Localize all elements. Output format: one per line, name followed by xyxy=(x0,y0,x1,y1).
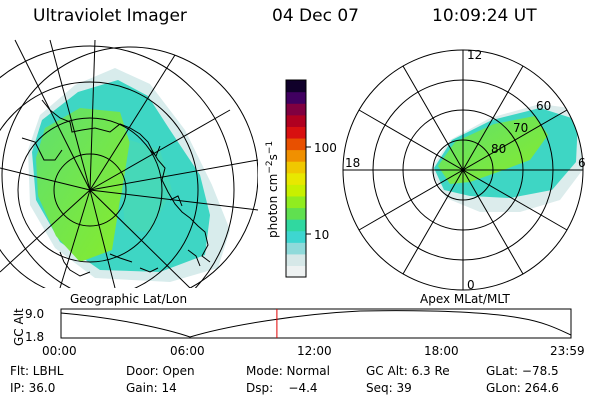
lat-label-70: 70 xyxy=(513,121,528,135)
status-door: Door: Open xyxy=(126,364,195,378)
colorbar-band xyxy=(286,103,306,116)
colorbar-band xyxy=(286,242,306,255)
aurora-image-geographic xyxy=(28,68,230,282)
colorbar-band xyxy=(286,195,306,209)
colorbar-tick-10: 10 xyxy=(314,228,330,242)
timeline-x-tick-1200: 12:00 xyxy=(297,344,332,358)
magnetic-caption: Apex MLat/MLT xyxy=(420,292,510,306)
geographic-caption: Geographic Lat/Lon xyxy=(70,292,187,306)
timeline-x-tick-0600: 06:00 xyxy=(170,344,205,358)
altitude-curve xyxy=(60,310,572,338)
colorbar-band xyxy=(286,137,306,151)
geographic-panel xyxy=(0,39,258,288)
geographic-grid xyxy=(0,39,258,288)
status-mode: Mode: Normal xyxy=(246,364,330,378)
observation-time: 10:09:24 UT xyxy=(432,6,537,26)
status-glon: GLon: 264.6 xyxy=(486,381,559,395)
mlt-label-dawn: 6 xyxy=(578,156,586,170)
instrument-title: Ultraviolet Imager xyxy=(33,6,187,26)
timeline-x-tick-2359: 23:59 xyxy=(550,344,585,358)
colorbar-band xyxy=(286,219,306,232)
colorbar xyxy=(286,80,311,278)
timeline-frame xyxy=(60,308,572,339)
mlt-label-midnight: 0 xyxy=(467,278,475,292)
lat-label-80: 80 xyxy=(491,142,506,156)
colorbar-frame xyxy=(285,79,307,278)
mlt-label-noon: 12 xyxy=(467,48,482,62)
status-ip: IP: 36.0 xyxy=(10,381,56,395)
colorbar-band xyxy=(286,184,306,197)
colorbar-band xyxy=(286,253,306,267)
colorbar-band xyxy=(286,230,306,243)
status-gc-alt: GC Alt: 6.3 Re xyxy=(366,364,450,378)
colorbar-axis-label: photon cm−2s−1 xyxy=(265,141,280,238)
timeline-y-tick-bottom: 1.8 xyxy=(25,330,44,344)
observation-date: 04 Dec 07 xyxy=(272,6,359,26)
status-gain: Gain: 14 xyxy=(126,381,177,395)
field-of-view-boundary xyxy=(1,46,258,288)
colorbar-band xyxy=(286,91,306,104)
status-filter: Flt: LBHL xyxy=(10,364,64,378)
magnetic-grid xyxy=(342,49,584,291)
coastline xyxy=(21,99,211,277)
aurora-image-magnetic xyxy=(430,104,583,212)
timeline-y-tick-top: 9.0 xyxy=(25,307,44,321)
magnetic-panel xyxy=(342,49,584,291)
colorbar-band xyxy=(286,172,306,185)
colorbar-band xyxy=(286,126,306,139)
colorbar-band xyxy=(286,114,306,127)
colorbar-band xyxy=(286,149,306,162)
mlt-label-dusk: 18 xyxy=(345,156,360,170)
colorbar-band xyxy=(286,207,306,220)
colorbar-band xyxy=(286,80,306,93)
colorbar-band xyxy=(286,161,306,174)
status-dsp: Dsp: −4.4 xyxy=(246,381,318,395)
timeline-x-tick-1800: 18:00 xyxy=(424,344,459,358)
status-seq: Seq: 39 xyxy=(366,381,412,395)
orbit-timeline: GC Alt 9.0 1.8 00:00 06:00 12:00 18:00 2… xyxy=(12,307,585,358)
colorbar-band xyxy=(286,265,306,278)
timeline-y-label: GC Alt xyxy=(12,308,26,346)
colorbar-tick-100: 100 xyxy=(314,141,337,155)
lat-label-60: 60 xyxy=(536,99,551,113)
timeline-x-tick-0000: 00:00 xyxy=(42,344,77,358)
status-glat: GLat: −78.5 xyxy=(486,364,559,378)
